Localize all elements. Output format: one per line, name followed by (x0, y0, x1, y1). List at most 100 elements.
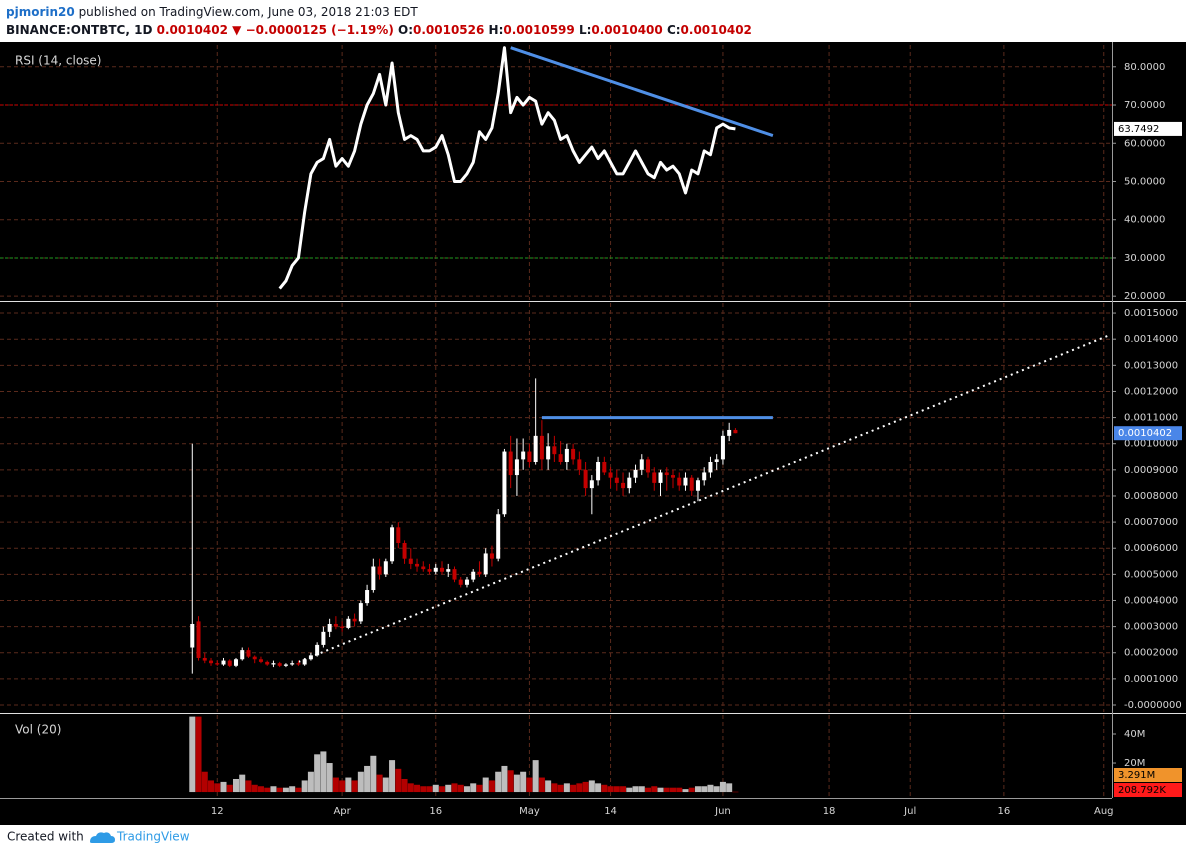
y-tick-label: 40.0000 (1124, 215, 1165, 226)
volume-bar (669, 787, 676, 793)
volume-bar (420, 786, 427, 793)
candle-body (539, 435, 544, 460)
candle-body (658, 472, 663, 483)
y-tick-label: 0.0004000 (1124, 595, 1178, 606)
footer-brand[interactable]: TradingView (116, 830, 190, 844)
y-tick-label: 20.0000 (1124, 291, 1165, 302)
volume-bar (351, 780, 358, 793)
candle-body (720, 435, 725, 460)
volume-bar (208, 780, 215, 793)
y-tick-label: 0.0002000 (1124, 648, 1178, 659)
x-tick-label: 16 (429, 806, 442, 817)
x-tick-label: 18 (823, 806, 836, 817)
x-tick-label: May (519, 806, 540, 817)
volume-bar (682, 789, 689, 793)
volume-bar (239, 774, 246, 793)
candle-body (358, 603, 363, 622)
volume-bar (195, 716, 202, 793)
y-tick-label: 0.0011000 (1124, 413, 1178, 424)
volume-bar (582, 781, 589, 793)
published: published on TradingView.com, June 03, 2… (79, 5, 419, 19)
x-tick-label: Jun (714, 806, 731, 817)
volume-bar (320, 751, 327, 793)
candle-body (240, 650, 245, 660)
candle-body (564, 448, 569, 462)
volume-bar (370, 755, 377, 793)
ohlc-value: 0.0010526 (413, 23, 484, 37)
candle-body (340, 626, 345, 628)
change: −0.0000125 (−1.19%) (246, 23, 394, 37)
volume-bar (389, 760, 396, 793)
candle-body (558, 454, 563, 462)
candle-body (221, 660, 226, 665)
candle-body (209, 660, 214, 664)
ohlc-value: 0.0010599 (503, 23, 574, 37)
volume-bar (251, 784, 258, 793)
volume-bar (357, 771, 364, 793)
rsi-title: RSI (14, close) (15, 54, 101, 68)
y-tick-label: 0.0012000 (1124, 386, 1178, 397)
rsi-line (278, 46, 736, 290)
y-tick-label: 0.0009000 (1124, 465, 1178, 476)
candle-body (433, 567, 438, 572)
candle-body (365, 590, 370, 604)
candle-body (464, 579, 469, 585)
candle-body (277, 663, 282, 666)
candle-body (271, 663, 276, 665)
volume-bar (476, 784, 483, 793)
volume-bar (332, 777, 339, 793)
volume-bar (576, 783, 583, 793)
author[interactable]: pjmorin20 (6, 5, 75, 19)
candle-body (596, 461, 601, 481)
volume-bar (245, 780, 252, 793)
volume-bar (713, 786, 720, 793)
volume-bar (445, 784, 452, 793)
candle-body (315, 644, 320, 656)
candle-body (546, 446, 551, 460)
volume-bar (401, 778, 408, 793)
volume-bar (295, 787, 302, 793)
volume-title: Vol (20) (15, 723, 61, 737)
volume-bar (601, 784, 608, 793)
volume-bar (632, 786, 639, 793)
volume-bar (414, 784, 421, 793)
ohlc-value: 0.0010402 (681, 23, 752, 37)
candle-body (321, 631, 326, 645)
candle-body (577, 459, 582, 470)
footer-text: Created with (7, 830, 84, 844)
volume-bar (495, 771, 502, 793)
rsi-last-value-box (1114, 121, 1182, 136)
ohlc-value: 0.0010400 (591, 23, 662, 37)
candle-body (508, 451, 513, 476)
candle-body (708, 461, 713, 473)
y-tick-label: 0.0007000 (1124, 517, 1178, 528)
y-tick-label: 70.0000 (1124, 100, 1165, 111)
candle-body (196, 621, 201, 658)
candle-body (552, 446, 557, 455)
candle-body (202, 657, 207, 661)
volume-bar (645, 787, 652, 793)
volume-bar (688, 787, 695, 793)
candle-body (346, 618, 351, 628)
candle-body (670, 475, 675, 478)
byline: pjmorin20 published on TradingView.com, … (6, 5, 418, 19)
volume-bar (551, 783, 558, 793)
candle-body (215, 663, 220, 665)
volume-bar (488, 780, 495, 793)
volume-bar (364, 765, 371, 793)
candle-body (377, 566, 382, 575)
candle-body (446, 569, 451, 572)
candle-body (308, 655, 313, 660)
volume-bar (638, 786, 645, 793)
volume-bar (463, 786, 470, 793)
candle-body (727, 429, 732, 436)
candle-body (702, 472, 707, 481)
x-tick-label: 14 (604, 806, 617, 817)
volume-bar (526, 777, 533, 793)
x-tick-label: Aug (1094, 806, 1114, 817)
y-tick-label: 0.0006000 (1124, 543, 1178, 554)
tradingview-logo[interactable] (90, 832, 115, 843)
trend-line (510, 46, 774, 138)
x-tick-label: 16 (998, 806, 1011, 817)
